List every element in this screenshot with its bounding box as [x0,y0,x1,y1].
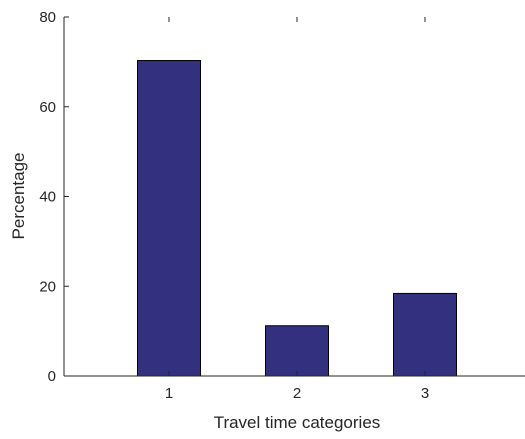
bars-group [137,60,457,377]
y-ticks-group: 0 20 40 60 80 [39,9,69,385]
x-tick-label-1: 1 [165,385,173,402]
bar-1 [137,60,201,377]
bar-2 [265,325,329,377]
x-tick-label-3: 3 [421,385,429,402]
y-tick-label-20: 20 [39,278,56,295]
y-axis-label: Percentage [9,153,28,240]
y-tick-label-80: 80 [39,9,56,26]
y-tick-label-60: 60 [39,99,56,116]
y-tick-label-0: 0 [48,368,56,385]
x-tick-label-2: 2 [293,385,301,402]
x-ticks-group: 1 2 3 [165,17,429,402]
x-axis-label: Travel time categories [214,413,381,432]
y-tick-label-40: 40 [39,189,56,206]
bar-3 [393,292,457,377]
